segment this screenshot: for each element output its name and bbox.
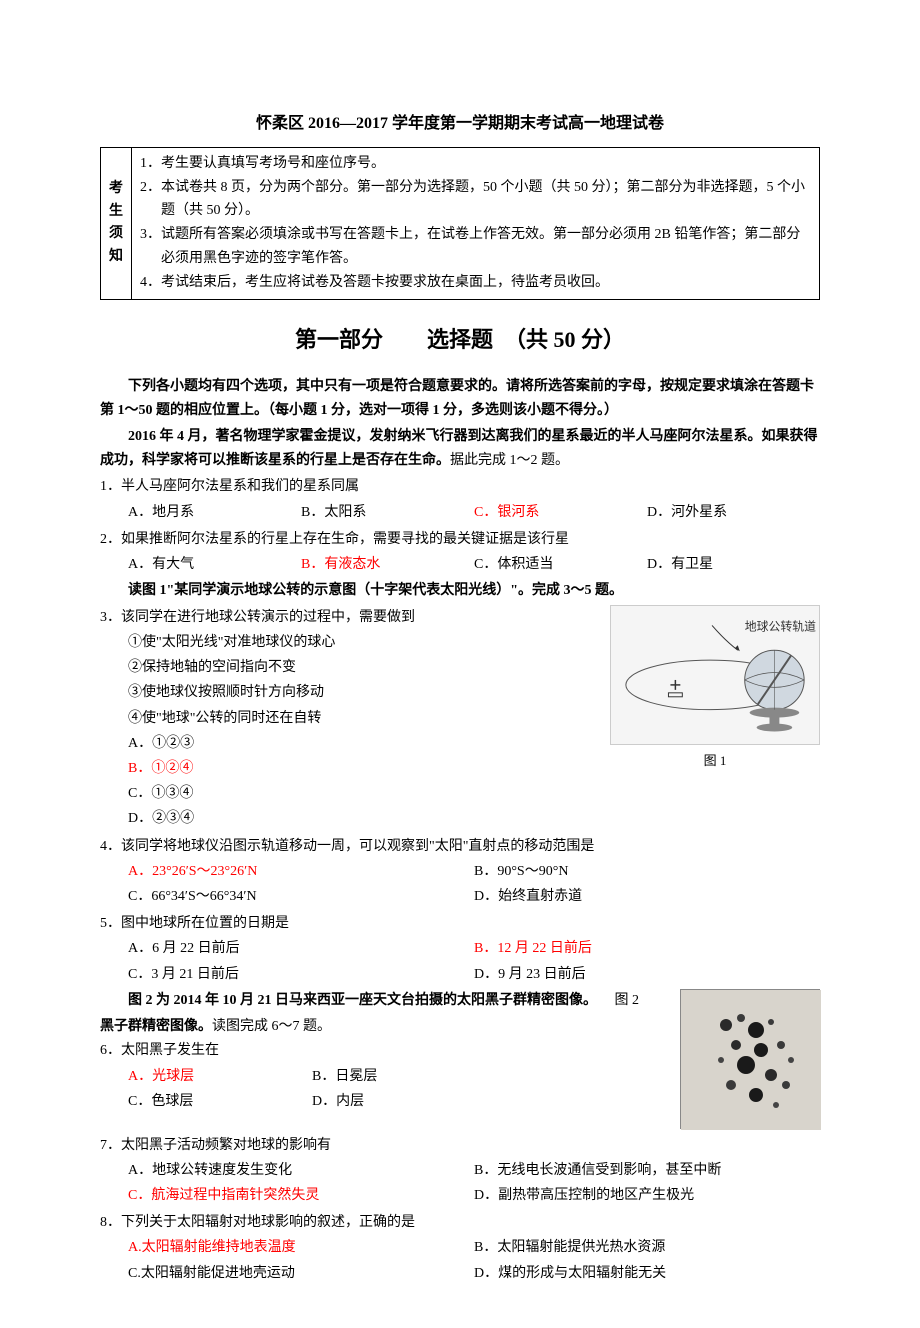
q2-opt-c: C．体积适当 [474, 552, 647, 577]
notice-item: 1．考生要认真填写考场号和座位序号。 [140, 152, 811, 176]
q1-opt-a: A．地月系 [128, 500, 301, 525]
passage-1: 2016 年 4 月，著名物理学家霍金提议，发射纳米飞行器到达离我们的星系最近的… [100, 425, 820, 473]
q4-row2: C．66°34′S～66°34′N D．始终直射赤道 [100, 884, 820, 909]
figure-1: 地球公转轨道 图 1 [610, 605, 820, 772]
question-2: 2．如果推断阿尔法星系的行星上存在生命，需要寻找的最关键证据是该行星 A．有大气… [100, 527, 820, 577]
q1-options: A．地月系 B．太阳系 C．银河系 D．河外星系 [100, 500, 820, 525]
q8-stem: 8．下列关于太阳辐射对地球影响的叙述，正确的是 [100, 1210, 820, 1235]
q4-opt-b: B．90°S～90°N [474, 859, 820, 884]
fig1-caption: 图 1 [610, 749, 820, 772]
q1-opt-c: C．银河系 [474, 500, 647, 525]
passage-tail: 据此完成 1～2 题。 [450, 453, 569, 468]
fig2-caption: 图 2 [615, 993, 640, 1008]
q2-opt-a: A．有大气 [128, 552, 301, 577]
q5-opt-d: D．9 月 23 日前后 [474, 962, 820, 987]
passage6-tail: 读图完成 6～7 题。 [212, 1019, 331, 1034]
q5-opt-c: C．3 月 21 日前后 [128, 962, 474, 987]
orbit-label: 地球公转轨道 [745, 619, 816, 633]
question-5: 5．图中地球所在位置的日期是 A．6 月 22 日前后 B．12 月 22 日前… [100, 911, 820, 987]
q2-opt-d: D．有卫星 [647, 552, 820, 577]
q3-opt-c: C．①③④ [100, 781, 820, 806]
sunspot-image [680, 989, 820, 1129]
q5-row2: C．3 月 21 日前后 D．9 月 23 日前后 [100, 962, 820, 987]
passage6-bold: 图 2 为 2014 年 10 月 21 日马来西亚一座天文台拍摄的太阳黑子群精… [128, 993, 597, 1008]
q8-opt-a: A.太阳辐射能维持地表温度 [128, 1235, 474, 1260]
q4-stem: 4．该同学将地球仪沿图示轨道移动一周，可以观察到"太阳"直射点的移动范围是 [100, 834, 820, 859]
q8-opt-c: C.太阳辐射能促进地壳运动 [128, 1261, 474, 1286]
notice-content: 1．考生要认真填写考场号和座位序号。 2．本试卷共 8 页，分为两个部分。第一部… [132, 147, 820, 299]
q8-opt-b: B．太阳辐射能提供光热水资源 [474, 1235, 820, 1260]
q3-opt-d: D．②③④ [100, 806, 820, 831]
q8-row1: A.太阳辐射能维持地表温度 B．太阳辐射能提供光热水资源 [100, 1235, 820, 1260]
q6-opt-c: C．色球层 [128, 1089, 312, 1114]
q7-row1: A．地球公转速度发生变化 B．无线电长波通信受到影响，甚至中断 [100, 1158, 820, 1183]
q5-opt-a: A．6 月 22 日前后 [128, 936, 474, 961]
question-1: 1．半人马座阿尔法星系和我们的星系同属 A．地月系 B．太阳系 C．银河系 D．… [100, 474, 820, 524]
q6-row1: A．光球层 B．日冕层 [100, 1064, 496, 1089]
question-4: 4．该同学将地球仪沿图示轨道移动一周，可以观察到"太阳"直射点的移动范围是 A．… [100, 834, 820, 910]
q6-opt-a: A．光球层 [128, 1064, 312, 1089]
q7-row2: C．航海过程中指南针突然失灵 D．副热带高压控制的地区产生极光 [100, 1183, 820, 1208]
q2-options: A．有大气 B．有液态水 C．体积适当 D．有卫星 [100, 552, 820, 577]
q8-opt-d: D．煤的形成与太阳辐射能无关 [474, 1261, 820, 1286]
q7-opt-d: D．副热带高压控制的地区产生极光 [474, 1183, 820, 1208]
q2-stem: 2．如果推断阿尔法星系的行星上存在生命，需要寻找的最关键证据是该行星 [100, 527, 820, 552]
passage6-b-bold: 黑子群精密图像。 [100, 1019, 212, 1034]
notice-item: 2．本试卷共 8 页，分为两个部分。第一部分为选择题，50 个小题（共 50 分… [140, 176, 811, 224]
q6-opt-b: B．日冕层 [312, 1064, 496, 1089]
q1-opt-b: B．太阳系 [301, 500, 474, 525]
page-title: 怀柔区 2016—2017 学年度第一学期期末考试高一地理试卷 [100, 110, 820, 139]
q4-opt-d: D．始终直射赤道 [474, 884, 820, 909]
q6-opt-d: D．内层 [312, 1089, 496, 1114]
notice-item: 3．试题所有答案必须填涂或书写在答题卡上，在试卷上作答无效。第一部分必须用 2B… [140, 223, 811, 271]
q1-opt-d: D．河外星系 [647, 500, 820, 525]
question-8: 8．下列关于太阳辐射对地球影响的叙述，正确的是 A.太阳辐射能维持地表温度 B．… [100, 1210, 820, 1286]
figure-2 [680, 989, 820, 1129]
q5-opt-b: B．12 月 22 日前后 [474, 936, 820, 961]
q8-row2: C.太阳辐射能促进地壳运动 D．煤的形成与太阳辐射能无关 [100, 1261, 820, 1286]
q4-row1: A．23°26′S～23°26′N B．90°S～90°N [100, 859, 820, 884]
question-7: 7．太阳黑子活动频繁对地球的影响有 A．地球公转速度发生变化 B．无线电长波通信… [100, 1133, 820, 1209]
instructions: 下列各小题均有四个选项，其中只有一项是符合题意要求的。请将所选答案前的字母，按规… [100, 375, 820, 423]
q4-opt-c: C．66°34′S～66°34′N [128, 884, 474, 909]
notice-item: 4．考试结束后，考生应将试卷及答题卡按要求放在桌面上，待监考员收回。 [140, 271, 811, 295]
q7-opt-a: A．地球公转速度发生变化 [128, 1158, 474, 1183]
q7-stem: 7．太阳黑子活动频繁对地球的影响有 [100, 1133, 820, 1158]
q1-stem: 1．半人马座阿尔法星系和我们的星系同属 [100, 474, 820, 499]
q5-row1: A．6 月 22 日前后 B．12 月 22 日前后 [100, 936, 820, 961]
notice-table: 考生须知 1．考生要认真填写考场号和座位序号。 2．本试卷共 8 页，分为两个部… [100, 147, 820, 300]
section-header: 第一部分 选择题 （共 50 分） [100, 320, 820, 360]
notice-label: 考生须知 [101, 147, 132, 299]
passage-3: 读图 1"某同学演示地球公转的示意图（十字架代表太阳光线）"。完成 3～5 题。 [100, 579, 820, 603]
q7-opt-b: B．无线电长波通信受到影响，甚至中断 [474, 1158, 820, 1183]
q4-opt-a: A．23°26′S～23°26′N [128, 859, 474, 884]
q7-opt-c: C．航海过程中指南针突然失灵 [128, 1183, 474, 1208]
q5-stem: 5．图中地球所在位置的日期是 [100, 911, 820, 936]
globe-diagram: 地球公转轨道 [610, 605, 820, 745]
q2-opt-b: B．有液态水 [301, 552, 474, 577]
q6-row2: C．色球层 D．内层 [100, 1089, 496, 1114]
